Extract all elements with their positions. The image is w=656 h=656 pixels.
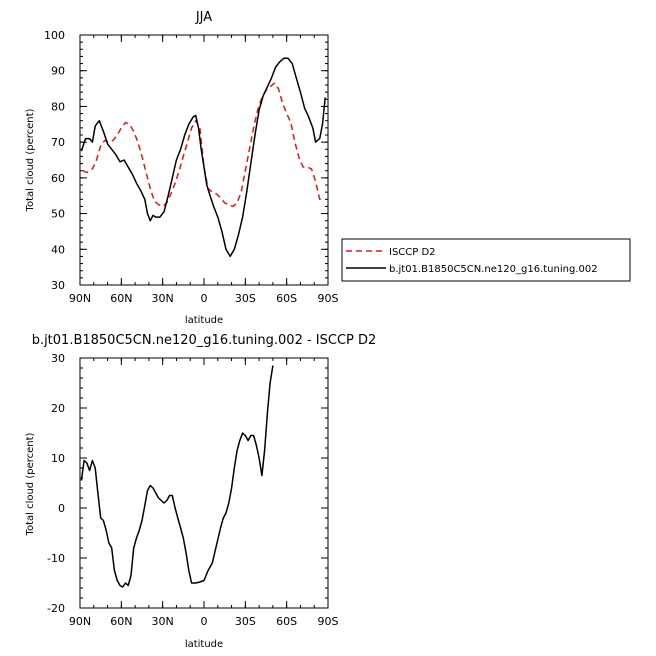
top-x-tick-label: 90N [69, 292, 91, 305]
top-x-tick-label: 30S [235, 292, 256, 305]
top-y-tick-label: 100 [44, 29, 65, 42]
top-series-line-0 [82, 82, 323, 208]
bottom-x-tick-label: 90S [318, 615, 339, 628]
top-x-tick-label: 0 [201, 292, 208, 305]
bottom-x-axis-label: latitude [185, 639, 223, 650]
bottom-panel: b.jt01.B1850C5CN.ne120_g16.tuning.002 - … [25, 333, 376, 650]
top-x-axis-label: latitude [185, 315, 223, 326]
bottom-y-tick-label: 0 [58, 502, 65, 515]
bottom-x-tick-label: 60N [110, 615, 132, 628]
legend-label-model: b.jt01.B1850C5CN.ne120_g16.tuning.002 [389, 264, 598, 275]
legend-label-isccp: ISCCP D2 [389, 247, 436, 258]
bottom-y-tick-label: -20 [47, 602, 65, 615]
bottom-chart-title: b.jt01.B1850C5CN.ne120_g16.tuning.002 - … [32, 333, 377, 348]
bottom-x-tick-label: 90N [69, 615, 91, 628]
top-y-tick-label: 80 [51, 100, 65, 113]
top-y-tick-label: 30 [51, 279, 65, 292]
top-y-tick-label: 70 [51, 136, 65, 149]
top-panel: JJA 30 40 50 60 70 80 90 100 90N 60N 30N 0 30S 60S 90S… [25, 10, 631, 326]
bottom-y-tick-label: -10 [47, 552, 65, 565]
top-y-tick-label: 90 [51, 65, 65, 78]
top-y-tick-label: 60 [51, 172, 65, 185]
bottom-x-tick-label: 30N [152, 615, 174, 628]
top-plot-area: 30 40 50 60 70 80 90 100 90N 60N 30N 0 30S 60S 90S [44, 29, 339, 305]
legend: ISCCP D2 b.jt01.B1850C5CN.ne120_g16.tuni… [341, 238, 631, 282]
bottom-plot-area: -20 -10 0 10 20 30 90N 60N 30N 0 30S 60S 90S [47, 352, 338, 628]
top-y-tick-label: 40 [51, 243, 65, 256]
top-x-tick-label: 30N [152, 292, 174, 305]
bottom-series-line-0 [80, 365, 274, 588]
top-x-tick-label: 60S [276, 292, 297, 305]
top-x-tick-label: 60N [110, 292, 132, 305]
bottom-x-tick-label: 60S [276, 615, 297, 628]
bottom-y-tick-label: 10 [51, 452, 65, 465]
top-y-tick-label: 50 [51, 208, 65, 221]
bottom-y-axis-label: Total cloud (percent) [25, 432, 36, 536]
top-chart-title: JJA [195, 10, 212, 25]
bottom-y-tick-label: 30 [51, 352, 65, 365]
legend-box [341, 238, 631, 282]
bottom-y-tick-label: 20 [51, 402, 65, 415]
top-y-axis-label: Total cloud (percent) [25, 108, 36, 212]
top-x-tick-label: 90S [318, 292, 339, 305]
top-series-line-1 [80, 57, 326, 258]
bottom-plot-frame [79, 357, 329, 609]
bottom-x-tick-label: 0 [201, 615, 208, 628]
bottom-x-tick-label: 30S [235, 615, 256, 628]
